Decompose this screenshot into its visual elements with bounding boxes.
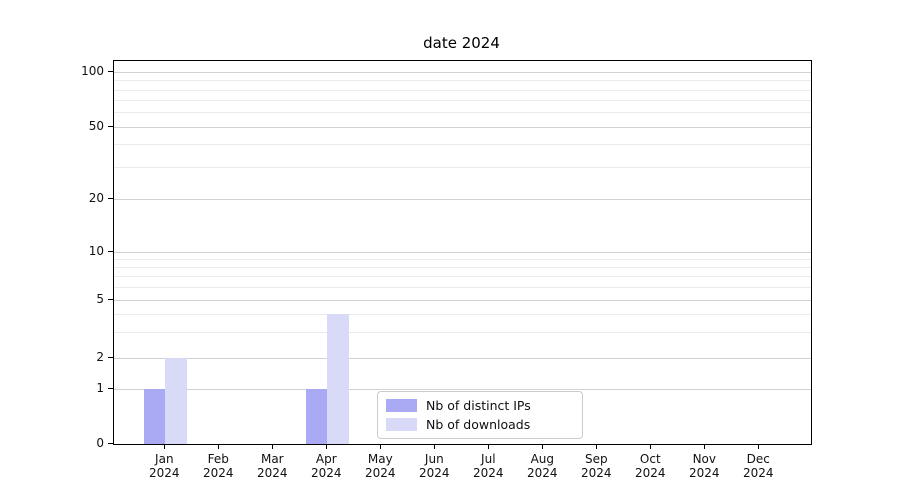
gridline-minor (114, 332, 811, 334)
gridline-minor (114, 258, 811, 260)
y-tick-mark (108, 388, 113, 389)
gridline-minor (114, 267, 811, 269)
gridline-major (114, 357, 811, 359)
legend-entry-distinct-ips: Nb of distinct IPs (386, 398, 574, 413)
plot-area: Nb of distinct IPs Nb of downloads (113, 60, 812, 445)
x-tick-label-feb: Feb 2024 (186, 452, 250, 480)
x-tick-mark (758, 444, 760, 449)
y-tick-mark (108, 356, 113, 358)
legend-label-distinct-ips: Nb of distinct IPs (426, 398, 531, 413)
x-tick-label-may: May 2024 (348, 452, 412, 480)
gridline-minor (114, 80, 811, 82)
x-tick-label-oct: Oct 2024 (618, 452, 682, 480)
y-tick-mark (108, 198, 113, 200)
x-tick-mark (326, 444, 328, 449)
x-tick-month: Jan (155, 452, 174, 466)
y-tick-label: 50 (88, 118, 104, 133)
legend: Nb of distinct IPs Nb of downloads (377, 391, 583, 439)
x-tick-label-sep: Sep 2024 (564, 452, 628, 480)
x-tick-year: 2024 (419, 465, 450, 480)
x-tick-label-mar: Mar 2024 (240, 452, 304, 480)
gridline-major (114, 72, 811, 73)
x-tick-month: Apr (315, 452, 337, 466)
y-tick-label: 0 (96, 436, 104, 450)
x-tick-year: 2024 (149, 465, 180, 480)
y-tick-mark (108, 299, 113, 300)
x-tick-month: Dec (746, 452, 770, 466)
legend-label-downloads: Nb of downloads (426, 417, 531, 432)
x-tick-label-dec: Dec 2024 (726, 452, 790, 480)
x-tick-label-nov: Nov 2024 (672, 452, 736, 480)
x-tick-year: 2024 (743, 465, 774, 480)
y-tick-label: 5 (96, 292, 104, 306)
x-tick-mark (704, 444, 706, 449)
y-tick-label: 1 (96, 381, 104, 395)
gridline-major (114, 389, 811, 390)
bar-nb-of-downloads-jan (165, 357, 187, 444)
x-tick-month: Jul (481, 452, 496, 466)
y-tick-label: 2 (96, 349, 104, 364)
x-tick-label-apr: Apr 2024 (294, 452, 358, 480)
x-tick-year: 2024 (689, 465, 720, 480)
x-tick-label-jul: Jul 2024 (456, 452, 520, 480)
gridline-major (114, 251, 811, 253)
x-tick-label-aug: Aug 2024 (510, 452, 574, 480)
bar-nb-of-distinct-ips-apr (305, 389, 328, 444)
legend-entry-downloads: Nb of downloads (386, 417, 574, 432)
gridline-major (114, 199, 811, 201)
legend-swatch-downloads (386, 418, 417, 431)
gridline-minor (114, 287, 811, 289)
x-tick-year: 2024 (527, 465, 558, 480)
x-tick-month: Oct (639, 452, 661, 466)
x-tick-mark (596, 444, 598, 449)
y-tick-label: 10 (88, 243, 104, 258)
x-tick-label-jan: Jan 2024 (132, 452, 196, 480)
x-tick-mark (542, 444, 544, 449)
bar-nb-of-downloads-apr (327, 314, 349, 444)
gridline-minor (114, 144, 811, 146)
y-tick-mark (108, 443, 113, 444)
x-tick-year: 2024 (365, 465, 396, 480)
x-tick-mark (650, 444, 652, 449)
x-tick-month: Jun (424, 452, 444, 466)
gridline-minor (114, 276, 811, 278)
x-tick-year: 2024 (311, 465, 342, 480)
x-tick-year: 2024 (581, 465, 612, 480)
x-tick-year: 2024 (203, 465, 234, 480)
x-tick-month: Mar (260, 452, 284, 466)
gridline-minor (114, 112, 811, 114)
x-tick-mark (380, 444, 382, 449)
gridline-minor (114, 100, 811, 102)
x-tick-mark (488, 444, 490, 449)
x-tick-year: 2024 (635, 465, 666, 480)
gridline-minor (114, 314, 811, 315)
chart-title: date 2024 (423, 34, 500, 52)
y-tick-mark (108, 71, 113, 72)
x-tick-label-jun: Jun 2024 (402, 452, 466, 480)
x-tick-month: Aug (530, 452, 555, 466)
x-tick-month: Nov (692, 452, 716, 466)
x-tick-month: May (367, 452, 393, 466)
bar-nb-of-distinct-ips-jan (143, 389, 166, 444)
x-tick-month: Feb (207, 452, 229, 466)
x-tick-year: 2024 (257, 465, 288, 480)
gridline-major (114, 300, 811, 301)
x-tick-year: 2024 (473, 465, 504, 480)
y-tick-mark (108, 250, 113, 252)
y-tick-label: 20 (88, 191, 104, 206)
x-tick-mark (434, 444, 436, 449)
y-tick-label: 100 (81, 64, 104, 78)
x-tick-month: Sep (584, 452, 608, 466)
x-tick-mark (272, 444, 274, 449)
gridline-minor (114, 89, 811, 91)
y-tick-mark (108, 125, 113, 127)
legend-swatch-distinct-ips (386, 399, 417, 412)
gridline-major (114, 126, 811, 128)
gridline-minor (114, 167, 811, 169)
x-tick-mark (164, 444, 166, 449)
x-tick-mark (218, 444, 220, 449)
